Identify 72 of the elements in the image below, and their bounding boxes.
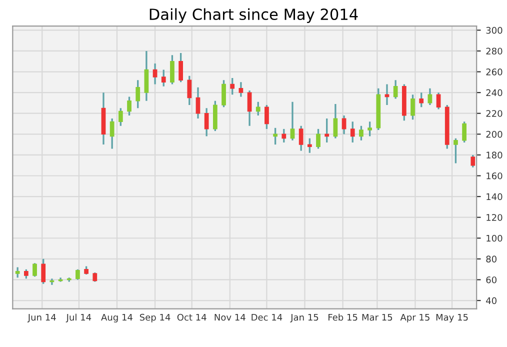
candlestick [419, 92, 424, 108]
candlestick [436, 92, 441, 110]
y-tick-label: 60 [486, 276, 496, 284]
candlestick [298, 125, 304, 152]
candlestick [454, 137, 458, 164]
candlestick [290, 101, 295, 142]
y-tick-label: 200 [486, 130, 502, 138]
candlestick [230, 77, 235, 96]
candlestick [247, 90, 252, 127]
candlestick [342, 114, 346, 135]
candlestick [24, 268, 28, 280]
candlestick [15, 266, 20, 278]
candlestick [144, 50, 149, 102]
chart-title: Daily Chart since May 2014 [150, 8, 358, 24]
candlestick [470, 154, 476, 168]
candlestick [273, 127, 278, 146]
candlestick [212, 100, 218, 132]
candlestick [196, 86, 200, 120]
candlestick [256, 101, 260, 116]
candlestick [410, 94, 415, 120]
candlestick [359, 125, 364, 142]
y-tick-label: 300 [486, 26, 502, 34]
y-tick-label: 120 [486, 214, 502, 221]
x-tick-label: Mar 15 [362, 314, 392, 321]
candlestick [307, 137, 312, 154]
candlestick [264, 104, 269, 130]
candlestick [127, 96, 132, 116]
x-tick-label: Apr 15 [400, 314, 430, 322]
y-tick-label: 100 [486, 234, 502, 242]
candlestick [324, 118, 330, 144]
candlestick [350, 120, 355, 144]
candlestick [118, 107, 123, 127]
candlestick [170, 54, 174, 86]
candlestick [428, 88, 432, 106]
candlestick [76, 268, 80, 281]
y-tick-label: 220 [486, 110, 502, 117]
x-tick-label: May 15 [436, 314, 468, 322]
x-tick-label: Nov 14 [214, 314, 246, 321]
candlestick [316, 128, 320, 150]
x-tick-label: Sep 14 [140, 314, 170, 322]
candlestick [32, 262, 37, 278]
x-tick-label: Jul 14 [66, 314, 92, 322]
candlestick [204, 107, 209, 138]
x-tick-label: Feb 15 [328, 314, 358, 321]
y-tick-label: 80 [486, 256, 496, 262]
y-tick-label: 140 [486, 193, 502, 200]
x-tick-label: Oct 14 [177, 314, 206, 321]
candlestick [178, 52, 183, 84]
y-tick-label: 180 [486, 152, 502, 159]
y-tick-label: 280 [486, 48, 502, 55]
x-tick-label: Jan 15 [290, 314, 318, 322]
candlestick [368, 120, 372, 138]
candlestick [238, 81, 244, 98]
candlestick [222, 79, 226, 108]
candlestick [136, 79, 140, 109]
x-tick-label: Aug 14 [101, 314, 132, 322]
x-tick-label: Dec 14 [252, 314, 282, 321]
x-tick-label: Jun 14 [27, 314, 56, 322]
y-tick-label: 260 [486, 68, 502, 76]
y-tick-label: 160 [486, 172, 502, 180]
candlestick [187, 75, 192, 106]
y-tick-label: 240 [486, 89, 502, 96]
candlestick [333, 103, 338, 140]
candlestick [92, 272, 98, 283]
candlestick [161, 68, 166, 88]
candlestick [393, 79, 398, 100]
candlestick [282, 128, 286, 144]
candlestick [41, 258, 46, 285]
candlestick [110, 118, 114, 150]
candlestick [152, 62, 158, 86]
candlestick [462, 120, 466, 144]
y-tick-label: 40 [486, 297, 496, 304]
